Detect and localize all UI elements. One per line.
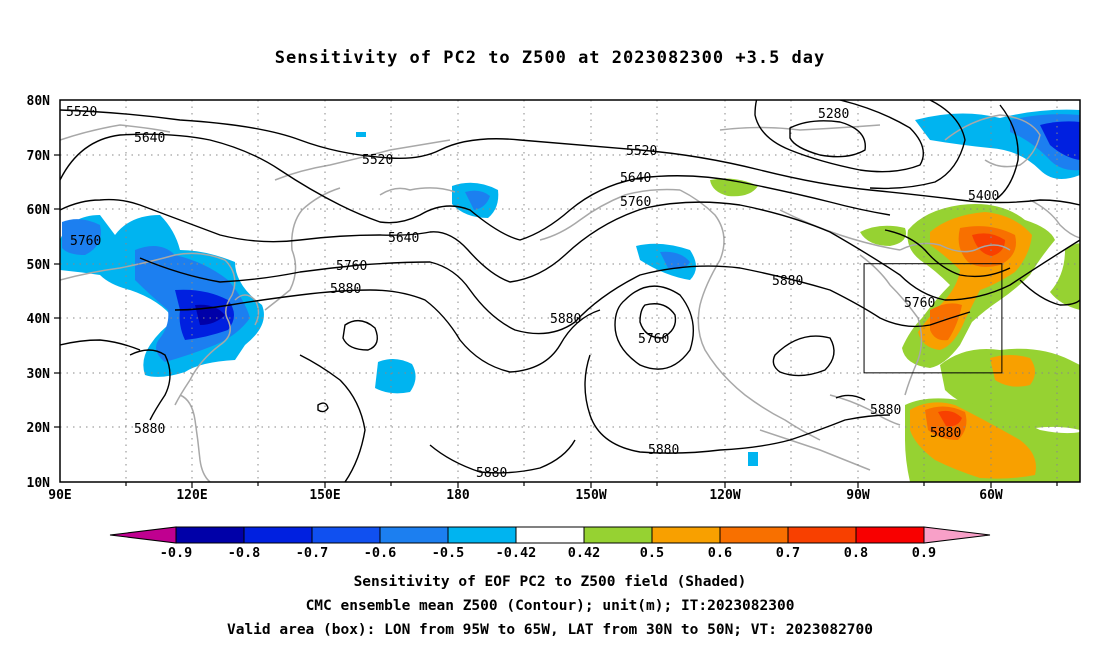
colorbar-extend-high [923, 526, 991, 544]
shading-layer [60, 109, 1080, 482]
colorbar-tick-label: 0.7 [776, 545, 800, 561]
contour-label-5880-gulf: 5880 [870, 403, 901, 418]
colorbar-segment [447, 526, 517, 544]
lat-label-10n: 10N [27, 476, 51, 491]
positive-region-caribbean-deep [938, 410, 962, 427]
colorbar-segment [515, 526, 585, 544]
contour-label-5880-pac: 5880 [550, 312, 581, 327]
contour-label-5760-low: 5760 [638, 332, 669, 347]
contour-label-5520-nw: 5520 [66, 105, 97, 120]
contour-label-5760-box: 5760 [904, 296, 935, 311]
colorbar-segment [175, 526, 245, 544]
longitude-ticks [125, 482, 1058, 488]
latitude-axis: 80N 70N 60N 50N 40N 30N 20N 10N [27, 94, 51, 491]
lon-label-150w: 150W [575, 488, 606, 503]
colorbar-segment [855, 526, 925, 544]
contour-label-5880-e: 5880 [772, 274, 803, 289]
lon-label-180: 180 [446, 488, 470, 503]
coastlines [60, 114, 1080, 482]
positive-region-east-edge [1050, 243, 1080, 310]
graticule [60, 100, 1080, 482]
map-frame [59, 99, 1081, 483]
positive-region-east-coast-core [930, 303, 962, 341]
contour-label-5880-mid: 5880 [330, 282, 361, 297]
lon-label-120w: 120W [709, 488, 740, 503]
negative-region-pacific-south [375, 358, 416, 394]
contour-label-5280: 5280 [818, 107, 849, 122]
contour-label-5880-atl: 5880 [930, 426, 961, 441]
contour-label-5760-w: 5760 [70, 234, 101, 249]
lat-label-30n: 30N [27, 367, 51, 382]
positive-region-hudson [860, 225, 906, 246]
contour-label-5520-ne: 5520 [626, 144, 657, 159]
caption-line-2: CMC ensemble mean Z500 (Contour); unit(m… [305, 598, 795, 614]
chart-title: Sensitivity of PC2 to Z500 at 2023082300… [274, 48, 826, 68]
negative-region-mexico-dot [748, 452, 758, 466]
contour-label-layer: 5520 5640 5520 5760 5640 5760 5880 5880 … [66, 105, 999, 481]
caption-line-1: Sensitivity of EOF PC2 to Z500 field (Sh… [353, 574, 747, 590]
colorbar-extend-low [109, 526, 177, 544]
lat-label-20n: 20N [27, 421, 51, 436]
longitude-axis: 90E 120E 150E 180 150W 120W 90W 60W [48, 488, 1003, 503]
colorbar-tick-label: -0.9 [160, 545, 193, 561]
lon-label-150e: 150E [309, 488, 340, 503]
colorbar-segment [719, 526, 789, 544]
map-plot-area: 5520 5640 5520 5760 5640 5760 5880 5880 … [60, 100, 1080, 482]
colorbar-segment [651, 526, 721, 544]
colorbar-segment [311, 526, 381, 544]
z500-contours [60, 100, 1080, 482]
colorbar-segment [787, 526, 857, 544]
caption-line-3: Valid area (box): LON from 95W to 65W, L… [226, 622, 873, 638]
lon-label-120e: 120E [176, 488, 207, 503]
colorbar-tick-label: 0.42 [568, 545, 601, 561]
positive-region-atlantic [940, 348, 1080, 430]
lat-label-60n: 60N [27, 203, 51, 218]
colorbar-tick-label: -0.7 [296, 545, 329, 561]
colorbar-tick-label: -0.8 [228, 545, 261, 561]
colorbar-tick-label: 0.9 [912, 545, 936, 561]
contour-label-5400: 5400 [968, 189, 999, 204]
negative-region-greenland-core [1040, 121, 1080, 160]
contour-label-5880-se: 5880 [648, 443, 679, 458]
colorbar-tick-label: -0.6 [364, 545, 397, 561]
valid-area-box [863, 263, 1003, 374]
positive-region-atlantic-orange [990, 355, 1035, 387]
lat-label-40n: 40N [27, 312, 51, 327]
contour-label-5880-sw: 5880 [134, 422, 165, 437]
positive-region-canada-deep [972, 233, 1005, 256]
colorbar-tick-label: -0.42 [496, 545, 537, 561]
negative-region-west-edge [62, 219, 101, 255]
colorbar-segment [583, 526, 653, 544]
negative-region-aleutian-core [465, 190, 490, 210]
negative-region-east-asia-deep [195, 304, 225, 325]
negative-region-gulf-alaska-core [660, 251, 690, 270]
lon-label-60w: 60W [979, 488, 1003, 503]
lat-label-70n: 70N [27, 149, 51, 164]
colorbar-tick-label: -0.5 [432, 545, 465, 561]
negative-region-arctic-dot [356, 132, 366, 137]
colorbar-tick-label: 0.8 [844, 545, 868, 561]
latitude-ticks [54, 154, 60, 428]
lon-label-90e: 90E [48, 488, 71, 503]
contour-label-5640-ne: 5640 [620, 171, 651, 186]
contour-label-5640-mid: 5640 [388, 231, 419, 246]
contour-label-5640-nw: 5640 [134, 131, 165, 146]
colorbar-segment [243, 526, 313, 544]
colorbar-segment [379, 526, 449, 544]
lon-label-90w: 90W [846, 488, 870, 503]
colorbar-tick-label: 0.5 [640, 545, 664, 561]
lat-label-50n: 50N [27, 258, 51, 273]
colorbar: -0.9 -0.8 -0.7 -0.6 -0.5 -0.42 0.42 0.5 0.6 0.7 0.… [109, 526, 991, 561]
contour-label-5760-mid: 5760 [336, 259, 367, 274]
contour-label-5880-s: 5880 [476, 466, 507, 481]
colorbar-tick-label: 0.6 [708, 545, 732, 561]
lat-label-80n: 80N [27, 94, 51, 109]
contour-label-5520-pac: 5520 [362, 153, 393, 168]
contour-label-5760-ne: 5760 [620, 195, 651, 210]
